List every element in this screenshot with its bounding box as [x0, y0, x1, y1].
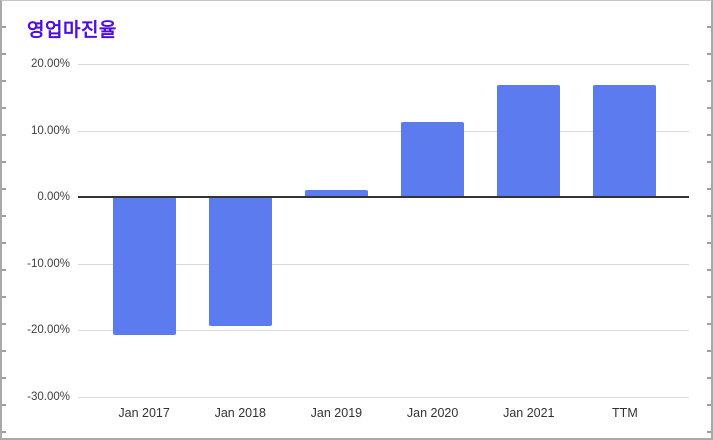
x-tick-label: Jan 2020	[406, 406, 459, 420]
x-tick-label: Jan 2019	[310, 406, 363, 420]
bar-jan-2020[interactable]	[401, 121, 465, 198]
gridline-10	[78, 130, 689, 132]
bar-ttm[interactable]	[593, 84, 657, 198]
x-tick-label: Jan 2018	[214, 406, 267, 420]
bar-jan-2017[interactable]	[112, 197, 176, 336]
y-tick-label: 0.00%	[37, 191, 70, 204]
bar-jan-2021[interactable]	[497, 84, 561, 198]
bar-jan-2018[interactable]	[208, 197, 272, 327]
x-tick-label: Jan 2017	[118, 406, 170, 420]
gridline--10	[78, 263, 689, 265]
bar-jan-2019[interactable]	[304, 189, 368, 198]
gridline--30	[78, 397, 689, 398]
x-tick-label: Jan 2021	[503, 406, 555, 420]
y-tick-label: -10.00%	[27, 257, 70, 270]
gridline-20	[78, 64, 689, 65]
gridline--20	[78, 330, 689, 332]
y-tick-label: -30.00%	[27, 391, 70, 403]
x-tick-label: TTM	[612, 406, 638, 420]
y-tick-label: 10.00%	[30, 124, 70, 137]
y-tick-label: -20.00%	[27, 324, 70, 337]
zero-baseline	[78, 196, 689, 199]
y-tick-label: 20.00%	[30, 58, 70, 70]
chart-title: 영업마진율	[27, 20, 117, 41]
